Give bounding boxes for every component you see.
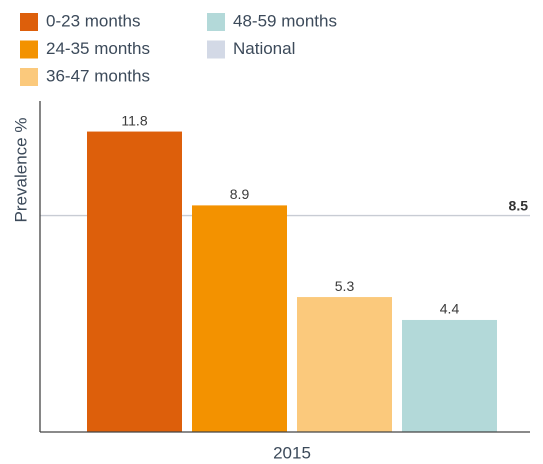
legend-label: 36-47 months [46, 66, 150, 85]
value-label: 8.9 [230, 186, 250, 202]
legend-swatch [20, 13, 38, 31]
y-axis-label: Prevalence % [11, 118, 30, 223]
legend-label: 24-35 months [46, 39, 150, 58]
legend-swatch [20, 68, 38, 86]
value-label: 11.8 [121, 112, 147, 128]
bar [87, 131, 182, 433]
legend-swatch [207, 40, 225, 59]
legend-swatch [20, 40, 38, 59]
value-label: 4.4 [440, 301, 460, 317]
bar [192, 205, 287, 432]
x-tick-label: 2015 [273, 443, 311, 462]
legend-label: National [233, 39, 295, 58]
legend-label: 48-59 months [233, 11, 337, 30]
bar [402, 319, 497, 432]
reference-label: 8.5 [509, 197, 529, 213]
legend-swatch [207, 13, 225, 31]
value-label: 5.3 [335, 278, 355, 294]
legend-label: 0-23 months [46, 11, 141, 30]
bar [297, 297, 392, 432]
